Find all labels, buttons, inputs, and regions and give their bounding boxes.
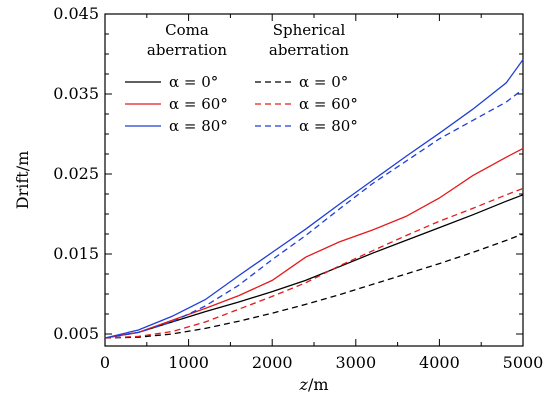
x-tick-label: 2000 xyxy=(252,353,293,372)
plot-frame xyxy=(104,13,524,347)
x-axis-label: z/m xyxy=(299,375,329,394)
legend-label: α = 0° xyxy=(299,73,348,91)
legend-group-title: aberration xyxy=(269,41,350,59)
legend-group-title: Spherical xyxy=(273,21,346,39)
legend: Coma aberration Spherical aberration α = 0° α… xyxy=(125,21,358,135)
series-line xyxy=(104,88,524,339)
y-tick-label: 0.045 xyxy=(53,4,99,23)
y-tick-label: 0.035 xyxy=(53,84,99,103)
series-line xyxy=(104,194,524,339)
x-tick-label: 4000 xyxy=(419,353,460,372)
legend-label: α = 0° xyxy=(169,73,218,91)
x-tick-label: 1000 xyxy=(168,353,209,372)
series-line xyxy=(104,147,524,339)
series-lines xyxy=(104,59,524,339)
legend-label: α = 80° xyxy=(299,117,358,135)
legend-group-title: aberration xyxy=(147,41,228,59)
plot-border xyxy=(104,13,524,347)
series-line xyxy=(104,187,524,339)
axis-ticks: 0 1000 2000 3000 4000 5000 0.005 0.015 0.025 0.03… xyxy=(53,4,543,372)
legend-label: α = 80° xyxy=(169,117,228,135)
x-tick-label: 5000 xyxy=(503,353,544,372)
legend-label: α = 60° xyxy=(299,95,358,113)
legend-group-title: Coma xyxy=(165,21,209,39)
x-tick-label: 0 xyxy=(100,353,110,372)
series-line xyxy=(104,233,524,339)
y-axis-label: Drift/m xyxy=(13,151,32,210)
series-line xyxy=(104,59,524,339)
y-tick-label: 0.015 xyxy=(53,244,99,263)
y-tick-label: 0.025 xyxy=(53,164,99,183)
legend-label: α = 60° xyxy=(169,95,228,113)
y-tick-label: 0.005 xyxy=(53,324,99,343)
x-tick-label: 3000 xyxy=(335,353,376,372)
